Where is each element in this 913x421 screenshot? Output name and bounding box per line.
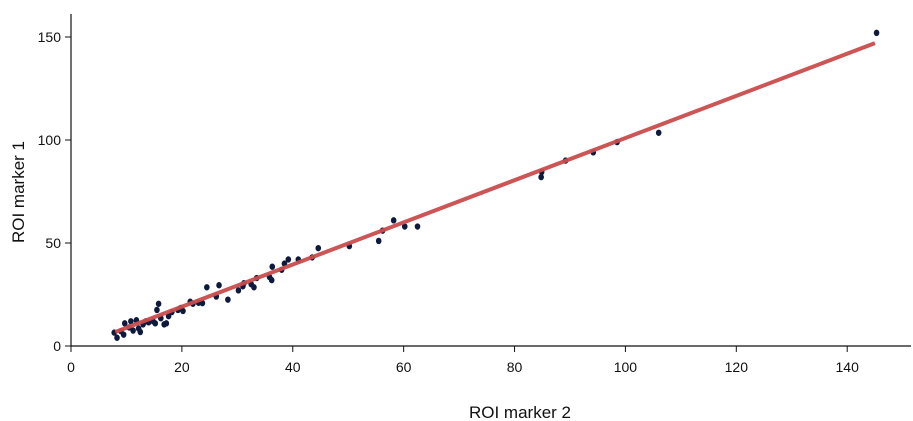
x-tick-label: 140 — [836, 359, 860, 375]
data-point — [204, 284, 210, 291]
data-point — [163, 320, 170, 327]
data-point — [285, 256, 292, 263]
data-point — [154, 306, 160, 314]
data-point — [873, 29, 880, 37]
y-tick-label: 100 — [38, 132, 62, 148]
y-axis: 0 50 100 150 — [38, 14, 72, 354]
data-point — [315, 244, 322, 252]
data-point — [120, 331, 127, 338]
data-point — [235, 287, 242, 294]
y-tick-label: 50 — [45, 235, 61, 251]
fit-line — [114, 41, 876, 334]
y-tick-label: 150 — [38, 29, 62, 45]
data-point — [155, 300, 162, 307]
data-point — [114, 334, 120, 341]
x-tick-label: 120 — [725, 359, 749, 375]
y-axis-label: ROI marker 1 — [9, 141, 28, 243]
data-point — [401, 223, 408, 230]
x-tick-label: 20 — [174, 359, 190, 375]
data-point — [251, 284, 257, 291]
x-tick-label: 100 — [614, 359, 638, 375]
data-point — [390, 217, 397, 224]
data-point — [152, 320, 159, 327]
data-point — [655, 129, 662, 136]
data-point — [216, 282, 222, 289]
data-point — [121, 320, 128, 327]
x-axis: 0 20 40 60 80 100 120 140 — [67, 345, 911, 375]
data-point — [414, 223, 421, 230]
data-point — [225, 296, 231, 303]
data-point — [375, 237, 382, 245]
x-tick-label: 60 — [396, 359, 412, 375]
data-point — [137, 328, 144, 336]
data-point — [128, 318, 134, 325]
x-tick-label: 80 — [507, 359, 523, 375]
data-point — [538, 173, 544, 181]
data-point — [180, 307, 186, 315]
data-point — [269, 263, 276, 270]
data-point — [268, 276, 275, 284]
x-tick-label: 40 — [285, 359, 301, 375]
data-points — [111, 29, 880, 341]
data-point — [130, 327, 136, 334]
fit-line-group — [114, 41, 876, 334]
y-tick-label: 0 — [53, 338, 61, 354]
x-axis-label: ROI marker 2 — [469, 403, 571, 421]
data-point — [165, 312, 172, 320]
x-tick-label: 0 — [67, 359, 75, 375]
